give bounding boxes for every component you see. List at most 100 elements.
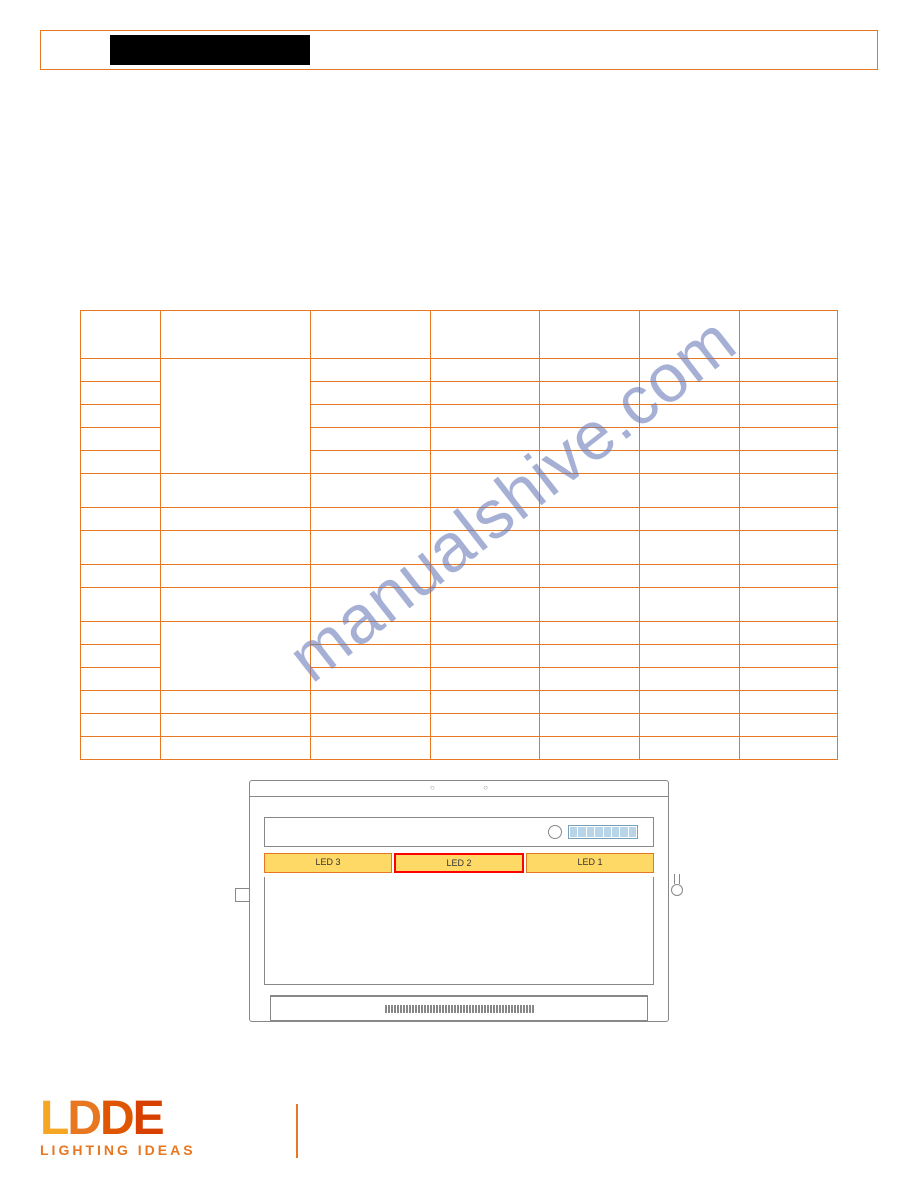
table-cell [311,645,431,668]
table-cell [161,508,311,531]
vent-slot [385,1005,387,1013]
table-cell [740,508,838,531]
vent-slot [481,1005,483,1013]
vent-slot [451,1005,453,1013]
table-cell [81,451,161,474]
vent-slot [517,1005,519,1013]
vent-slot [487,1005,489,1013]
vent-slot [472,1005,474,1013]
dpad-icon [548,825,562,839]
table-header-cell [540,311,640,359]
table-cell [161,565,311,588]
table-cell [161,428,311,451]
table-cell [740,668,838,691]
table-cell [161,691,311,714]
table-cell [161,405,311,428]
table-cell [81,588,161,622]
vent-slot [526,1005,528,1013]
table-cell [431,531,541,565]
table-cell [740,451,838,474]
table-cell [740,531,838,565]
table-cell [640,565,740,588]
table-cell [540,645,640,668]
table-row [81,359,838,382]
table-cell [311,359,431,382]
device-top-edge [250,781,668,797]
table-cell [161,382,311,405]
table-cell [81,714,161,737]
table-cell [161,359,311,382]
table-cell [540,691,640,714]
vent-slot [400,1005,402,1013]
table-cell [81,668,161,691]
logo-tagline: LIGHTING IDEAS [40,1142,196,1158]
vent-slot [502,1005,504,1013]
vent-slot [484,1005,486,1013]
table-cell [81,645,161,668]
table-cell [640,405,740,428]
brand-logo: LDDE LIGHTING IDEAS [40,1099,196,1158]
table-row [81,474,838,508]
footer-divider [296,1104,298,1158]
table-cell [161,668,311,691]
vent-slot [388,1005,390,1013]
vent-slot [403,1005,405,1013]
vent-slot [520,1005,522,1013]
table-cell [81,622,161,645]
table-row [81,645,838,668]
table-cell [81,691,161,714]
vent-slot [460,1005,462,1013]
table-cell [431,622,541,645]
table-row [81,382,838,405]
table-cell [311,691,431,714]
table-cell [540,588,640,622]
table-row [81,508,838,531]
vent-slot [433,1005,435,1013]
vent-slot [511,1005,513,1013]
display-screen-icon [568,825,638,839]
table-header-cell [161,311,311,359]
vent-slot [412,1005,414,1013]
table-cell [540,531,640,565]
vent-slot [478,1005,480,1013]
table-cell [640,668,740,691]
table-cell [431,508,541,531]
table-cell [540,668,640,691]
table-cell [81,382,161,405]
vent-slot [421,1005,423,1013]
table-cell [740,622,838,645]
table-cell [640,428,740,451]
table-header-cell [81,311,161,359]
vent-slot [415,1005,417,1013]
table-row [81,428,838,451]
table-cell [161,737,311,760]
vent-slot [427,1005,429,1013]
table-header-row [81,311,838,359]
table-cell [640,451,740,474]
table-cell [640,691,740,714]
table-row [81,565,838,588]
vent-slot [436,1005,438,1013]
table-cell [640,359,740,382]
vent-slot [445,1005,447,1013]
vent-slot [499,1005,501,1013]
vent-slot [490,1005,492,1013]
table-cell [161,451,311,474]
vent-slot [454,1005,456,1013]
table-cell [311,451,431,474]
table-cell [740,691,838,714]
table-cell [540,622,640,645]
table-row [81,451,838,474]
table-cell [640,645,740,668]
table-cell [640,382,740,405]
table-cell [311,714,431,737]
table-cell [540,428,640,451]
mount-connector-left [235,888,249,902]
vent-slot [424,1005,426,1013]
table-cell [311,565,431,588]
table-cell [161,714,311,737]
table-cell [161,474,311,508]
table-cell [311,474,431,508]
table-header-cell [740,311,838,359]
vent-slot [442,1005,444,1013]
